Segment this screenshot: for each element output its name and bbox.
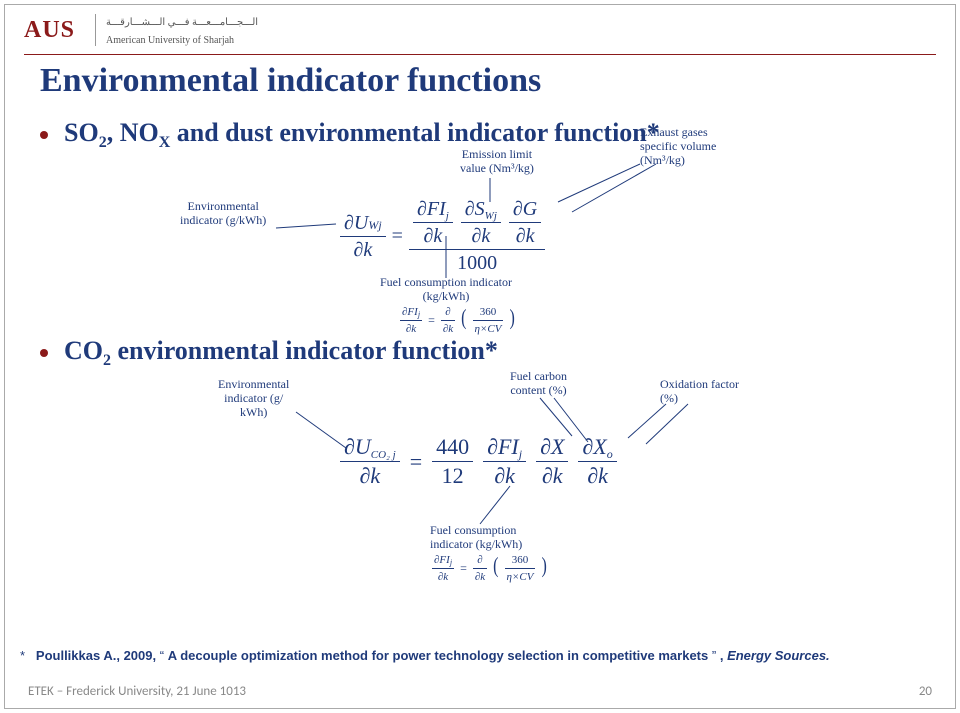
- footer: ETEK – Frederick University, 21 June 101…: [28, 684, 932, 699]
- footer-left: ETEK – Frederick University, 21 June 101…: [28, 684, 246, 699]
- footer-page-number: 20: [919, 684, 932, 699]
- citation: * Poullikkas A., 2009, “ A decouple opti…: [20, 647, 930, 665]
- pointer-lines: [0, 0, 960, 713]
